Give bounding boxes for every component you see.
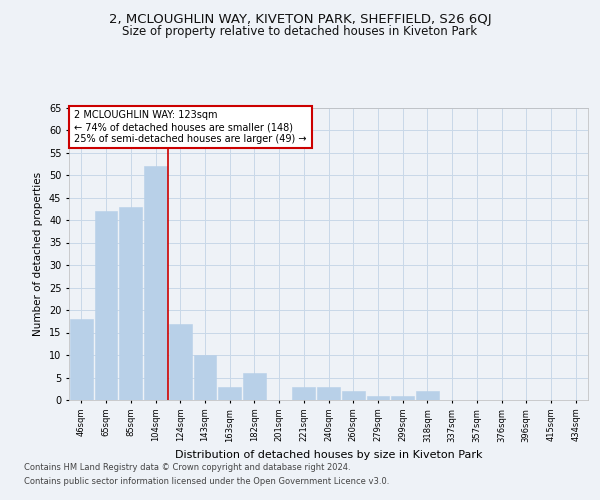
Bar [342,391,365,400]
Bar [292,386,315,400]
Text: 2 MCLOUGHLIN WAY: 123sqm
← 74% of detached houses are smaller (148)
25% of semi-: 2 MCLOUGHLIN WAY: 123sqm ← 74% of detach… [74,110,307,144]
Bar [70,319,93,400]
Bar [95,211,118,400]
Bar [119,206,142,400]
Bar [144,166,167,400]
X-axis label: Distribution of detached houses by size in Kiveton Park: Distribution of detached houses by size … [175,450,482,460]
Bar [243,373,266,400]
Bar [194,355,216,400]
Text: Contains public sector information licensed under the Open Government Licence v3: Contains public sector information licen… [24,478,389,486]
Text: Contains HM Land Registry data © Crown copyright and database right 2024.: Contains HM Land Registry data © Crown c… [24,462,350,471]
Bar [391,396,414,400]
Bar [317,386,340,400]
Y-axis label: Number of detached properties: Number of detached properties [34,172,43,336]
Text: Size of property relative to detached houses in Kiveton Park: Size of property relative to detached ho… [122,25,478,38]
Bar [416,391,439,400]
Bar [218,386,241,400]
Bar [367,396,389,400]
Text: 2, MCLOUGHLIN WAY, KIVETON PARK, SHEFFIELD, S26 6QJ: 2, MCLOUGHLIN WAY, KIVETON PARK, SHEFFIE… [109,12,491,26]
Bar [169,324,191,400]
